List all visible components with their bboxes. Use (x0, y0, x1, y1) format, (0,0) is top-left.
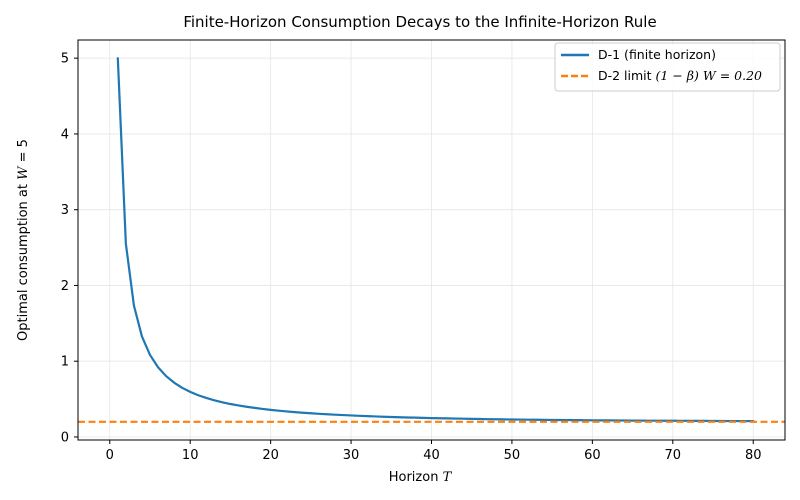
x-tick-label: 60 (584, 448, 601, 463)
legend: D-1 (finite horizon) D-2 limit (1 − β) W… (554, 42, 781, 92)
grid-lines (78, 40, 785, 440)
y-axis-label: Optimal consumption at W = 5 (16, 139, 31, 341)
x-tick-label: 50 (504, 448, 521, 463)
x-tick-label: 80 (745, 448, 762, 463)
y-tick-label: 4 (61, 127, 69, 142)
y-axis-ticks: 0 1 2 3 4 5 (61, 52, 78, 445)
x-tick-label: 30 (343, 448, 360, 463)
x-axis-label: Horizon T (389, 470, 453, 485)
x-tick-label: 70 (665, 448, 682, 463)
legend-label-finite: D-1 (finite horizon) (598, 47, 716, 62)
y-tick-label: 5 (61, 52, 69, 67)
y-tick-label: 1 (61, 355, 69, 370)
legend-box (554, 42, 781, 92)
x-tick-label: 20 (262, 448, 279, 463)
x-tick-label: 0 (106, 448, 114, 463)
y-tick-label: 0 (61, 430, 69, 445)
x-axis-ticks: 0 10 20 30 40 50 60 70 80 (106, 440, 762, 463)
x-tick-label: 40 (423, 448, 440, 463)
chart-title: Finite-Horizon Consumption Decays to the… (183, 13, 656, 31)
y-tick-label: 2 (61, 279, 69, 294)
x-tick-label: 10 (182, 448, 199, 463)
y-tick-label: 3 (61, 203, 69, 218)
series-finite-horizon-line (116, 57, 755, 423)
series-layer (78, 57, 785, 423)
legend-label-limit: D-2 limit (1 − β) W = 0.20 (598, 68, 762, 83)
